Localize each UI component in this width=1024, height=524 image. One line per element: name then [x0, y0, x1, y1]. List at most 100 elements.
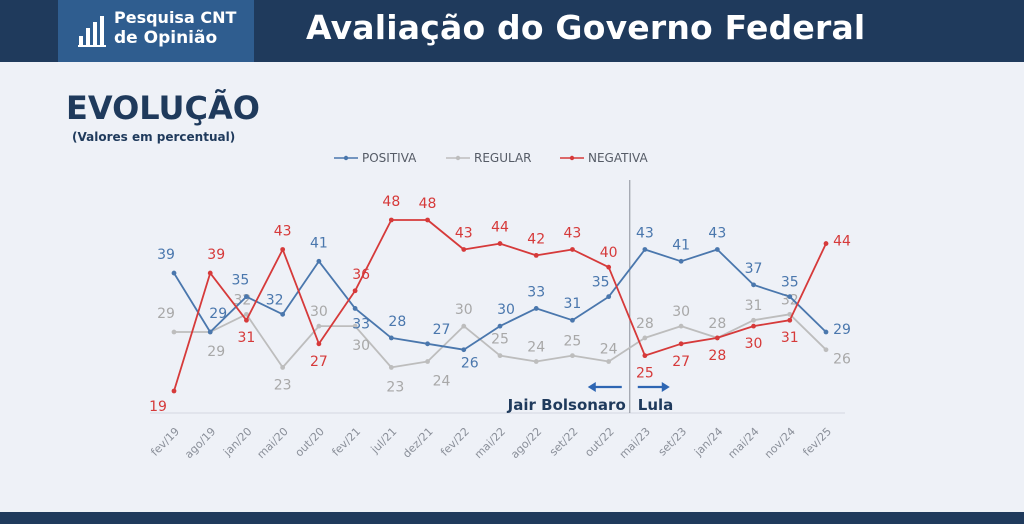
- x-tick-label: ago/22: [508, 425, 544, 461]
- data-label: 44: [491, 220, 509, 236]
- data-point: [497, 323, 503, 329]
- legend-label: REGULAR: [474, 151, 532, 165]
- data-point: [678, 258, 684, 264]
- x-tick-label: fev/25: [800, 425, 834, 459]
- data-label: 35: [592, 275, 610, 291]
- data-label: 36: [352, 267, 370, 283]
- legend-marker: [455, 155, 461, 161]
- logo-text: Pesquisa CNT de Opinião: [114, 7, 254, 49]
- data-label: 30: [352, 338, 370, 354]
- legend-item-negativa: NEGATIVA: [560, 151, 648, 165]
- data-label: 31: [564, 296, 582, 312]
- annotation-bolsonaro: Jair Bolsonaro: [507, 396, 626, 414]
- data-label: 35: [781, 275, 799, 291]
- data-label: 31: [781, 330, 799, 346]
- data-point: [280, 311, 286, 317]
- data-point: [642, 353, 648, 359]
- data-point: [244, 311, 249, 317]
- x-tick-label: ago/19: [182, 425, 218, 461]
- x-tick-label: out/22: [582, 425, 616, 459]
- data-label: 31: [238, 330, 256, 346]
- data-label: 39: [207, 247, 225, 263]
- x-tick-label: mai/20: [255, 425, 291, 461]
- data-label: 27: [310, 354, 328, 370]
- series-negativa: 19 39 31 43 27 36 48 48 43 44 42 43 40 25 27 28 30 31 44: [149, 194, 851, 415]
- x-tick-label: jan/24: [691, 425, 725, 459]
- x-tick-label: nov/24: [762, 425, 798, 461]
- data-label: 31: [745, 298, 763, 314]
- data-label: 25: [636, 366, 654, 382]
- data-label: 30: [497, 302, 515, 318]
- annotation-lula: Lula: [638, 396, 674, 414]
- data-point: [787, 317, 793, 323]
- data-point: [787, 311, 793, 317]
- data-label: 29: [157, 306, 175, 322]
- data-point: [388, 217, 394, 223]
- data-label: 24: [433, 374, 451, 390]
- data-point: [388, 335, 394, 341]
- x-tick-label: mai/24: [725, 425, 761, 461]
- data-point: [642, 335, 648, 341]
- logo-line1: Pesquisa CNT: [114, 8, 237, 27]
- legend-marker: [569, 155, 575, 161]
- page-title: Avaliação do Governo Federal: [306, 8, 866, 47]
- data-label: 30: [310, 304, 328, 320]
- data-point: [823, 329, 829, 335]
- data-point: [678, 323, 684, 329]
- data-point: [678, 341, 684, 347]
- section-heading: EVOLUÇÃO: [66, 89, 260, 127]
- data-label: 23: [274, 377, 292, 393]
- data-label: 29: [207, 344, 225, 360]
- x-tick-label: set/22: [547, 425, 581, 459]
- data-label: 43: [455, 225, 473, 241]
- data-point: [171, 388, 177, 394]
- data-point: [352, 306, 358, 311]
- data-point: [570, 353, 575, 359]
- data-label: 32: [781, 292, 799, 308]
- legend-label: NEGATIVA: [588, 151, 648, 165]
- data-label: 48: [419, 196, 437, 212]
- data-label: 33: [527, 284, 545, 300]
- logo: Pesquisa CNT de Opinião: [58, 0, 254, 62]
- data-label: 43: [636, 225, 654, 241]
- data-label: 35: [232, 273, 250, 289]
- x-tick-label: mai/22: [472, 425, 508, 461]
- data-point: [570, 247, 575, 252]
- data-label: 41: [310, 235, 328, 251]
- data-label: 43: [708, 225, 726, 241]
- data-point: [497, 353, 503, 359]
- data-point: [751, 282, 756, 288]
- data-point: [352, 288, 358, 294]
- data-label: 24: [527, 340, 545, 356]
- data-point: [316, 341, 322, 347]
- data-label: 39: [157, 247, 175, 263]
- data-point: [751, 323, 756, 329]
- logo-line2: de Opinião: [114, 28, 218, 48]
- data-point: [533, 306, 539, 311]
- data-point: [751, 317, 756, 323]
- data-point: [280, 247, 286, 252]
- data-point: [425, 341, 430, 347]
- data-label: 43: [274, 223, 292, 239]
- data-point: [570, 317, 575, 323]
- data-label: 27: [672, 354, 690, 370]
- x-tick-label: fev/22: [438, 425, 472, 459]
- x-tick-label: out/20: [293, 425, 327, 459]
- legend-label: POSITIVA: [362, 151, 417, 165]
- data-point: [207, 329, 213, 335]
- data-point: [606, 264, 612, 270]
- data-point: [787, 294, 793, 300]
- legend-item-positiva: POSITIVA: [334, 151, 417, 165]
- data-point: [461, 323, 467, 329]
- data-point: [244, 294, 249, 300]
- data-point: [316, 323, 322, 329]
- data-point: [714, 247, 720, 252]
- data-label: 24: [600, 342, 618, 358]
- x-tick-label: jan/20: [220, 425, 254, 459]
- data-point: [533, 252, 539, 258]
- data-label: 33: [352, 316, 370, 332]
- bottom-rule: [0, 512, 1024, 524]
- legend-item-regular: REGULAR: [446, 151, 532, 165]
